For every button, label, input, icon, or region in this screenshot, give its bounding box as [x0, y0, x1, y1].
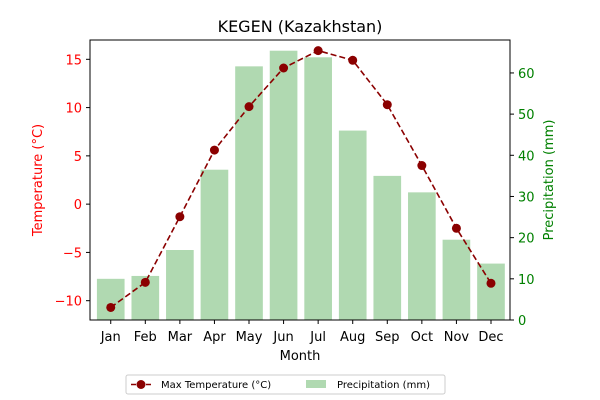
precipitation-bar-oct [408, 192, 436, 320]
x-tick-label: Oct [411, 330, 433, 345]
y-left-tick-label: 10 [65, 102, 82, 117]
axes: Jan Feb Mar Apr May Jun Jul Aug Sep Oct Nov Dec −10 −… [55, 39, 535, 345]
x-tick-label: May [236, 330, 263, 345]
x-tick-label: Feb [134, 330, 157, 345]
legend: Max Temperature (°C) Precipitation (mm) [125, 374, 446, 395]
y-right-tick-label: 10 [518, 273, 535, 288]
precipitation-bar-nov [442, 239, 471, 320]
temperature-polyline [110, 49, 492, 309]
temperature-point-dec [486, 278, 496, 288]
temperature-point-aug [348, 55, 358, 65]
temperature-point-oct [417, 161, 427, 171]
y-axis-right-label: Precipitation (mm) [542, 120, 557, 241]
x-tick-label: Aug [340, 330, 365, 345]
y-left-tick-label: 5 [74, 150, 82, 165]
y-right-tick-label: 30 [518, 190, 535, 205]
y-left-tick-label: 15 [65, 53, 82, 68]
legend-frame [125, 374, 446, 395]
x-axis-label: Month [280, 349, 321, 364]
x-tick-label: Jul [309, 330, 326, 345]
precipitation-bar-sep [373, 175, 402, 320]
legend-precipitation-label: Precipitation (mm) [337, 380, 430, 391]
y-left-tick-label: 0 [74, 198, 82, 213]
precipitation-bar-apr [200, 169, 229, 320]
plot-frame [89, 39, 511, 321]
temperature-point-feb [140, 277, 150, 287]
y-right-tick-label: 40 [518, 149, 535, 164]
precipitation-bar-jun [269, 50, 298, 321]
temperature-point-jun [279, 63, 289, 73]
temperature-point-may [244, 102, 254, 112]
precipitation-bar-mar [166, 250, 194, 320]
legend-temperature-label: Max Temperature (°C) [161, 380, 271, 391]
y-right-tick-label: 60 [518, 67, 535, 82]
y-right-tick-label: 50 [518, 108, 535, 123]
y-right-tick-label: 0 [518, 314, 526, 329]
chart-title: KEGEN (Kazakhstan) [218, 17, 383, 36]
temperature-line [106, 46, 496, 312]
precipitation-bar-aug [338, 130, 367, 320]
temperature-point-nov [451, 223, 461, 233]
temperature-point-apr [209, 145, 219, 155]
x-tick-label: Dec [478, 330, 503, 345]
precipitation-bars [96, 50, 505, 321]
x-tick-label: Mar [168, 330, 193, 345]
legend-line-marker [136, 380, 146, 389]
y-left-tick-label: −5 [63, 246, 82, 261]
legend-bar-swatch [306, 380, 326, 388]
x-tick-label: Jun [272, 330, 293, 345]
precipitation-bar-jan [96, 278, 125, 320]
precipitation-bar-dec [477, 263, 505, 320]
temperature-point-sep [382, 100, 392, 110]
temperature-point-jan [106, 302, 116, 312]
y-left-tick-label: −10 [55, 295, 82, 310]
temperature-point-jul [313, 46, 323, 56]
precipitation-bar-jul [304, 57, 332, 320]
x-tick-label: Nov [444, 330, 470, 345]
y-right-tick-label: 20 [518, 232, 535, 247]
temperature-point-mar [175, 212, 185, 222]
x-tick-label: Jan [100, 330, 121, 345]
y-axis-left-label: Temperature (°C) [31, 124, 46, 237]
x-tick-label: Apr [203, 330, 226, 345]
x-tick-label: Sep [375, 330, 400, 345]
